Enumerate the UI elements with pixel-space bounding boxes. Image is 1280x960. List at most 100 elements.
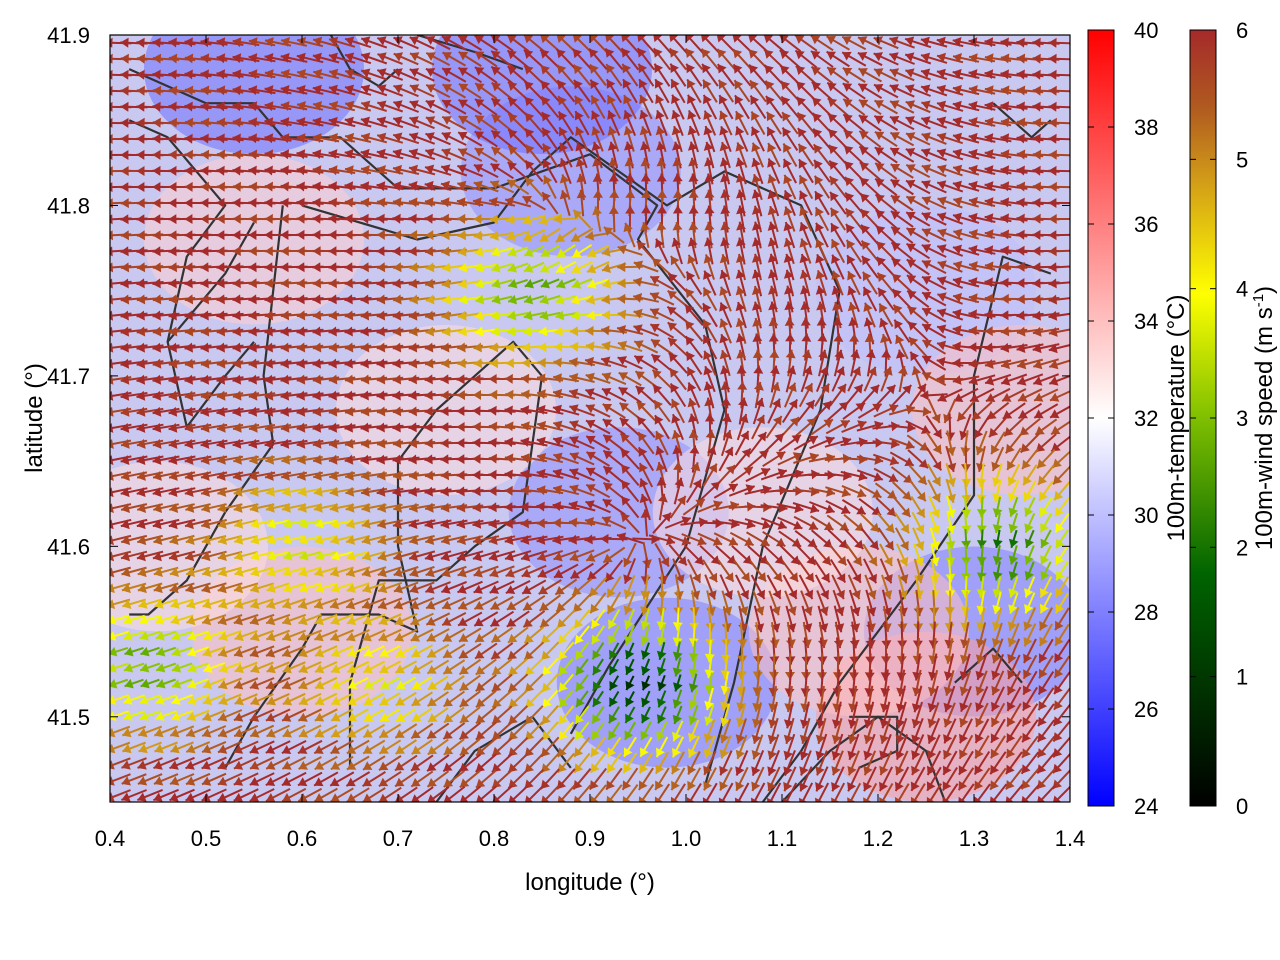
wind-arrow-head xyxy=(458,116,469,125)
wind-arrow-head xyxy=(280,101,290,111)
wind-arrow-head xyxy=(858,99,869,109)
wind-arrow-head xyxy=(608,205,619,214)
wind-arrow-head xyxy=(328,52,338,63)
wind-arrow-head xyxy=(607,95,616,105)
wind-arrow-head xyxy=(720,189,731,199)
wind-arrow xyxy=(523,49,545,69)
wind-arrow xyxy=(1048,37,1070,48)
wind-arrow-head xyxy=(984,37,994,48)
wind-arrow-head xyxy=(296,229,305,240)
wind-arrow xyxy=(873,52,899,66)
wind-arrow-head xyxy=(110,85,113,96)
wind-arrow-head xyxy=(329,133,338,143)
wind-arrow-head xyxy=(751,205,762,215)
wind-arrow-head xyxy=(844,161,854,171)
wind-arrow-head xyxy=(874,84,884,93)
wind-arrow xyxy=(766,126,782,152)
wind-arrow-head xyxy=(590,79,600,90)
wind-arrow-head xyxy=(767,174,777,184)
wind-arrow-head xyxy=(905,116,915,126)
temperature-patch xyxy=(110,461,268,632)
wind-arrow xyxy=(685,63,703,87)
wind-arrow-head xyxy=(409,100,419,110)
wind-arrow xyxy=(328,68,356,80)
wind-arrow-head xyxy=(248,101,258,112)
wind-arrow xyxy=(655,94,669,120)
wind-arrow-head xyxy=(1000,117,1010,128)
wind-arrow xyxy=(905,100,931,114)
wind-arrow-head xyxy=(656,173,667,182)
wind-arrow-head xyxy=(968,69,978,79)
wind-arrow-head xyxy=(572,48,582,59)
wind-arrow xyxy=(937,164,963,177)
wind-arrow xyxy=(490,35,514,52)
wind-arrow-head xyxy=(751,158,761,168)
wind-arrow-head xyxy=(624,173,635,182)
wind-arrow xyxy=(604,47,624,71)
wind-arrow-head xyxy=(557,65,567,75)
wind-arrow-head xyxy=(701,35,710,43)
wind-arrow-head xyxy=(507,66,517,76)
wind-arrow-head xyxy=(345,100,355,111)
wind-arrow-head xyxy=(491,50,501,60)
wind-arrow-head xyxy=(783,143,792,153)
wind-arrow-head xyxy=(393,68,403,78)
wind-arrow-head xyxy=(1032,181,1041,192)
wind-arrow-head xyxy=(641,189,652,199)
wind-arrow-head xyxy=(200,165,209,176)
wind-arrow xyxy=(490,162,514,180)
wind-arrow-head xyxy=(767,143,777,153)
wind-arrow-head xyxy=(591,95,600,105)
wind-arrow xyxy=(344,100,372,112)
wind-arrow-head xyxy=(184,85,194,96)
wind-arrow-head xyxy=(491,130,501,140)
wind-arrow-head xyxy=(120,198,129,209)
wind-arrow-head xyxy=(376,213,385,224)
wind-arrow-head xyxy=(780,65,790,75)
wind-arrow-head xyxy=(845,208,855,218)
wind-arrow-head xyxy=(120,69,129,80)
wind-arrow-head xyxy=(442,116,452,125)
wind-arrow-head xyxy=(591,141,602,151)
wind-arrow-head xyxy=(110,326,113,337)
wind-arrow-head xyxy=(952,84,962,95)
wind-arrow xyxy=(767,142,781,168)
wind-arrow-head xyxy=(328,84,338,95)
wind-arrow-head xyxy=(641,205,652,214)
wind-arrow xyxy=(605,63,623,87)
wind-arrow-head xyxy=(489,197,498,207)
wind-arrow-head xyxy=(607,141,618,151)
wind-arrow xyxy=(654,78,670,104)
wind-arrow-head xyxy=(688,157,699,167)
wind-arrow-head xyxy=(184,133,193,144)
wind-arrow-head xyxy=(152,182,161,192)
wind-arrow-head xyxy=(360,197,370,208)
wind-arrow xyxy=(344,52,372,65)
wind-arrow xyxy=(1048,198,1070,208)
wind-arrow-head xyxy=(890,132,900,141)
wind-arrow xyxy=(425,132,451,146)
wind-arrow-head xyxy=(361,165,370,175)
wind-arrow-head xyxy=(168,214,177,225)
wind-arrow-head xyxy=(625,205,636,214)
wind-arrow-head xyxy=(830,191,839,202)
wind-arrow-head xyxy=(296,52,306,63)
wind-arrow-head xyxy=(813,128,823,138)
wind-arrow-head xyxy=(525,160,535,170)
wind-arrow-head xyxy=(280,181,289,192)
wind-arrow xyxy=(671,94,685,120)
wind-arrow-head xyxy=(152,101,161,112)
wind-arrow xyxy=(701,35,721,54)
wind-arrow-head xyxy=(669,35,678,43)
wind-arrow-head xyxy=(472,197,482,207)
wind-arrow-head xyxy=(442,52,452,61)
wind-arrow-head xyxy=(984,117,994,127)
wind-arrow-head xyxy=(859,162,870,172)
wind-arrow-head xyxy=(345,165,354,176)
wind-arrow-head xyxy=(360,116,370,127)
wind-arrow-head xyxy=(344,229,353,240)
wind-arrow-head xyxy=(1032,133,1041,144)
wind-arrow xyxy=(873,115,899,131)
wind-arrow xyxy=(542,158,558,184)
wind-arrow xyxy=(747,35,769,53)
